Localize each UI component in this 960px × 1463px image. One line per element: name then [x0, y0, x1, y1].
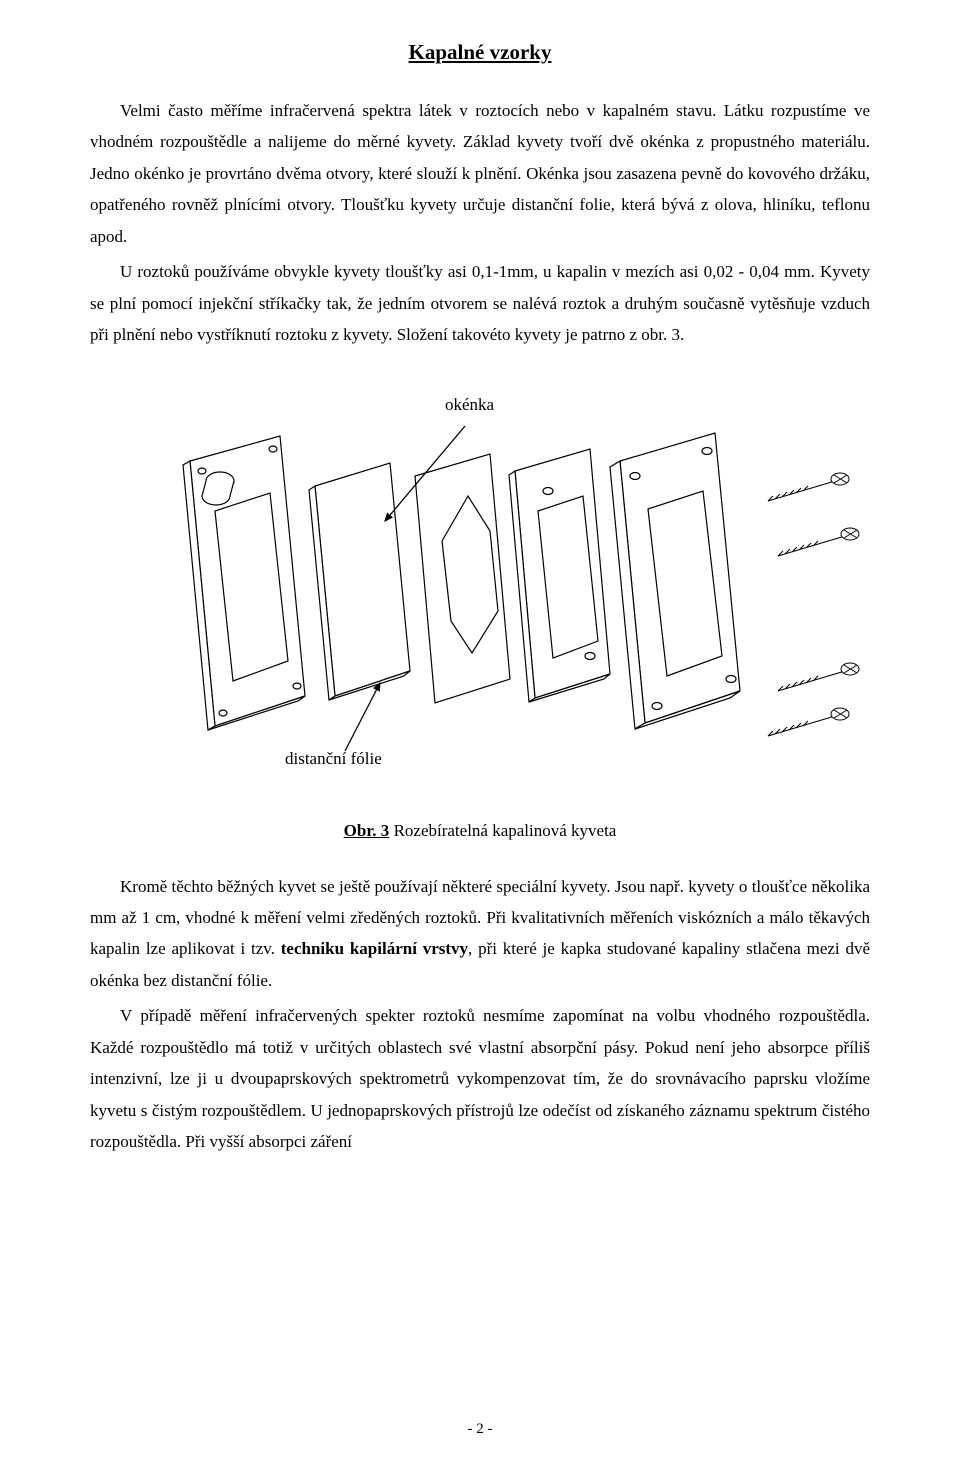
figure-caption-text: Rozebíratelná kapalinová kyveta	[389, 821, 616, 840]
figure-cuvette: okénka distanční fólie	[90, 381, 870, 811]
cuvette-exploded-svg	[90, 381, 870, 811]
page: Kapalné vzorky Velmi často měříme infrač…	[0, 0, 960, 1463]
paragraph-2: U roztoků používáme obvykle kyvety tlouš…	[90, 256, 870, 350]
figure-caption-number: Obr. 3	[344, 821, 390, 840]
page-number: - 2 -	[0, 1421, 960, 1438]
figure-label-okenka: okénka	[445, 395, 494, 415]
figure-label-folie: distanční fólie	[285, 749, 382, 769]
figure-caption: Obr. 3 Rozebíratelná kapalinová kyveta	[90, 821, 870, 841]
paragraph-3: Kromě těchto běžných kyvet se ještě použ…	[90, 871, 870, 997]
paragraph-4: V případě měření infračervených spekter …	[90, 1000, 870, 1157]
paragraph-3-bold: techniku kapilární vrstvy	[281, 939, 468, 958]
heading-title: Kapalné vzorky	[90, 40, 870, 65]
paragraph-1: Velmi často měříme infračervená spektra …	[90, 95, 870, 252]
